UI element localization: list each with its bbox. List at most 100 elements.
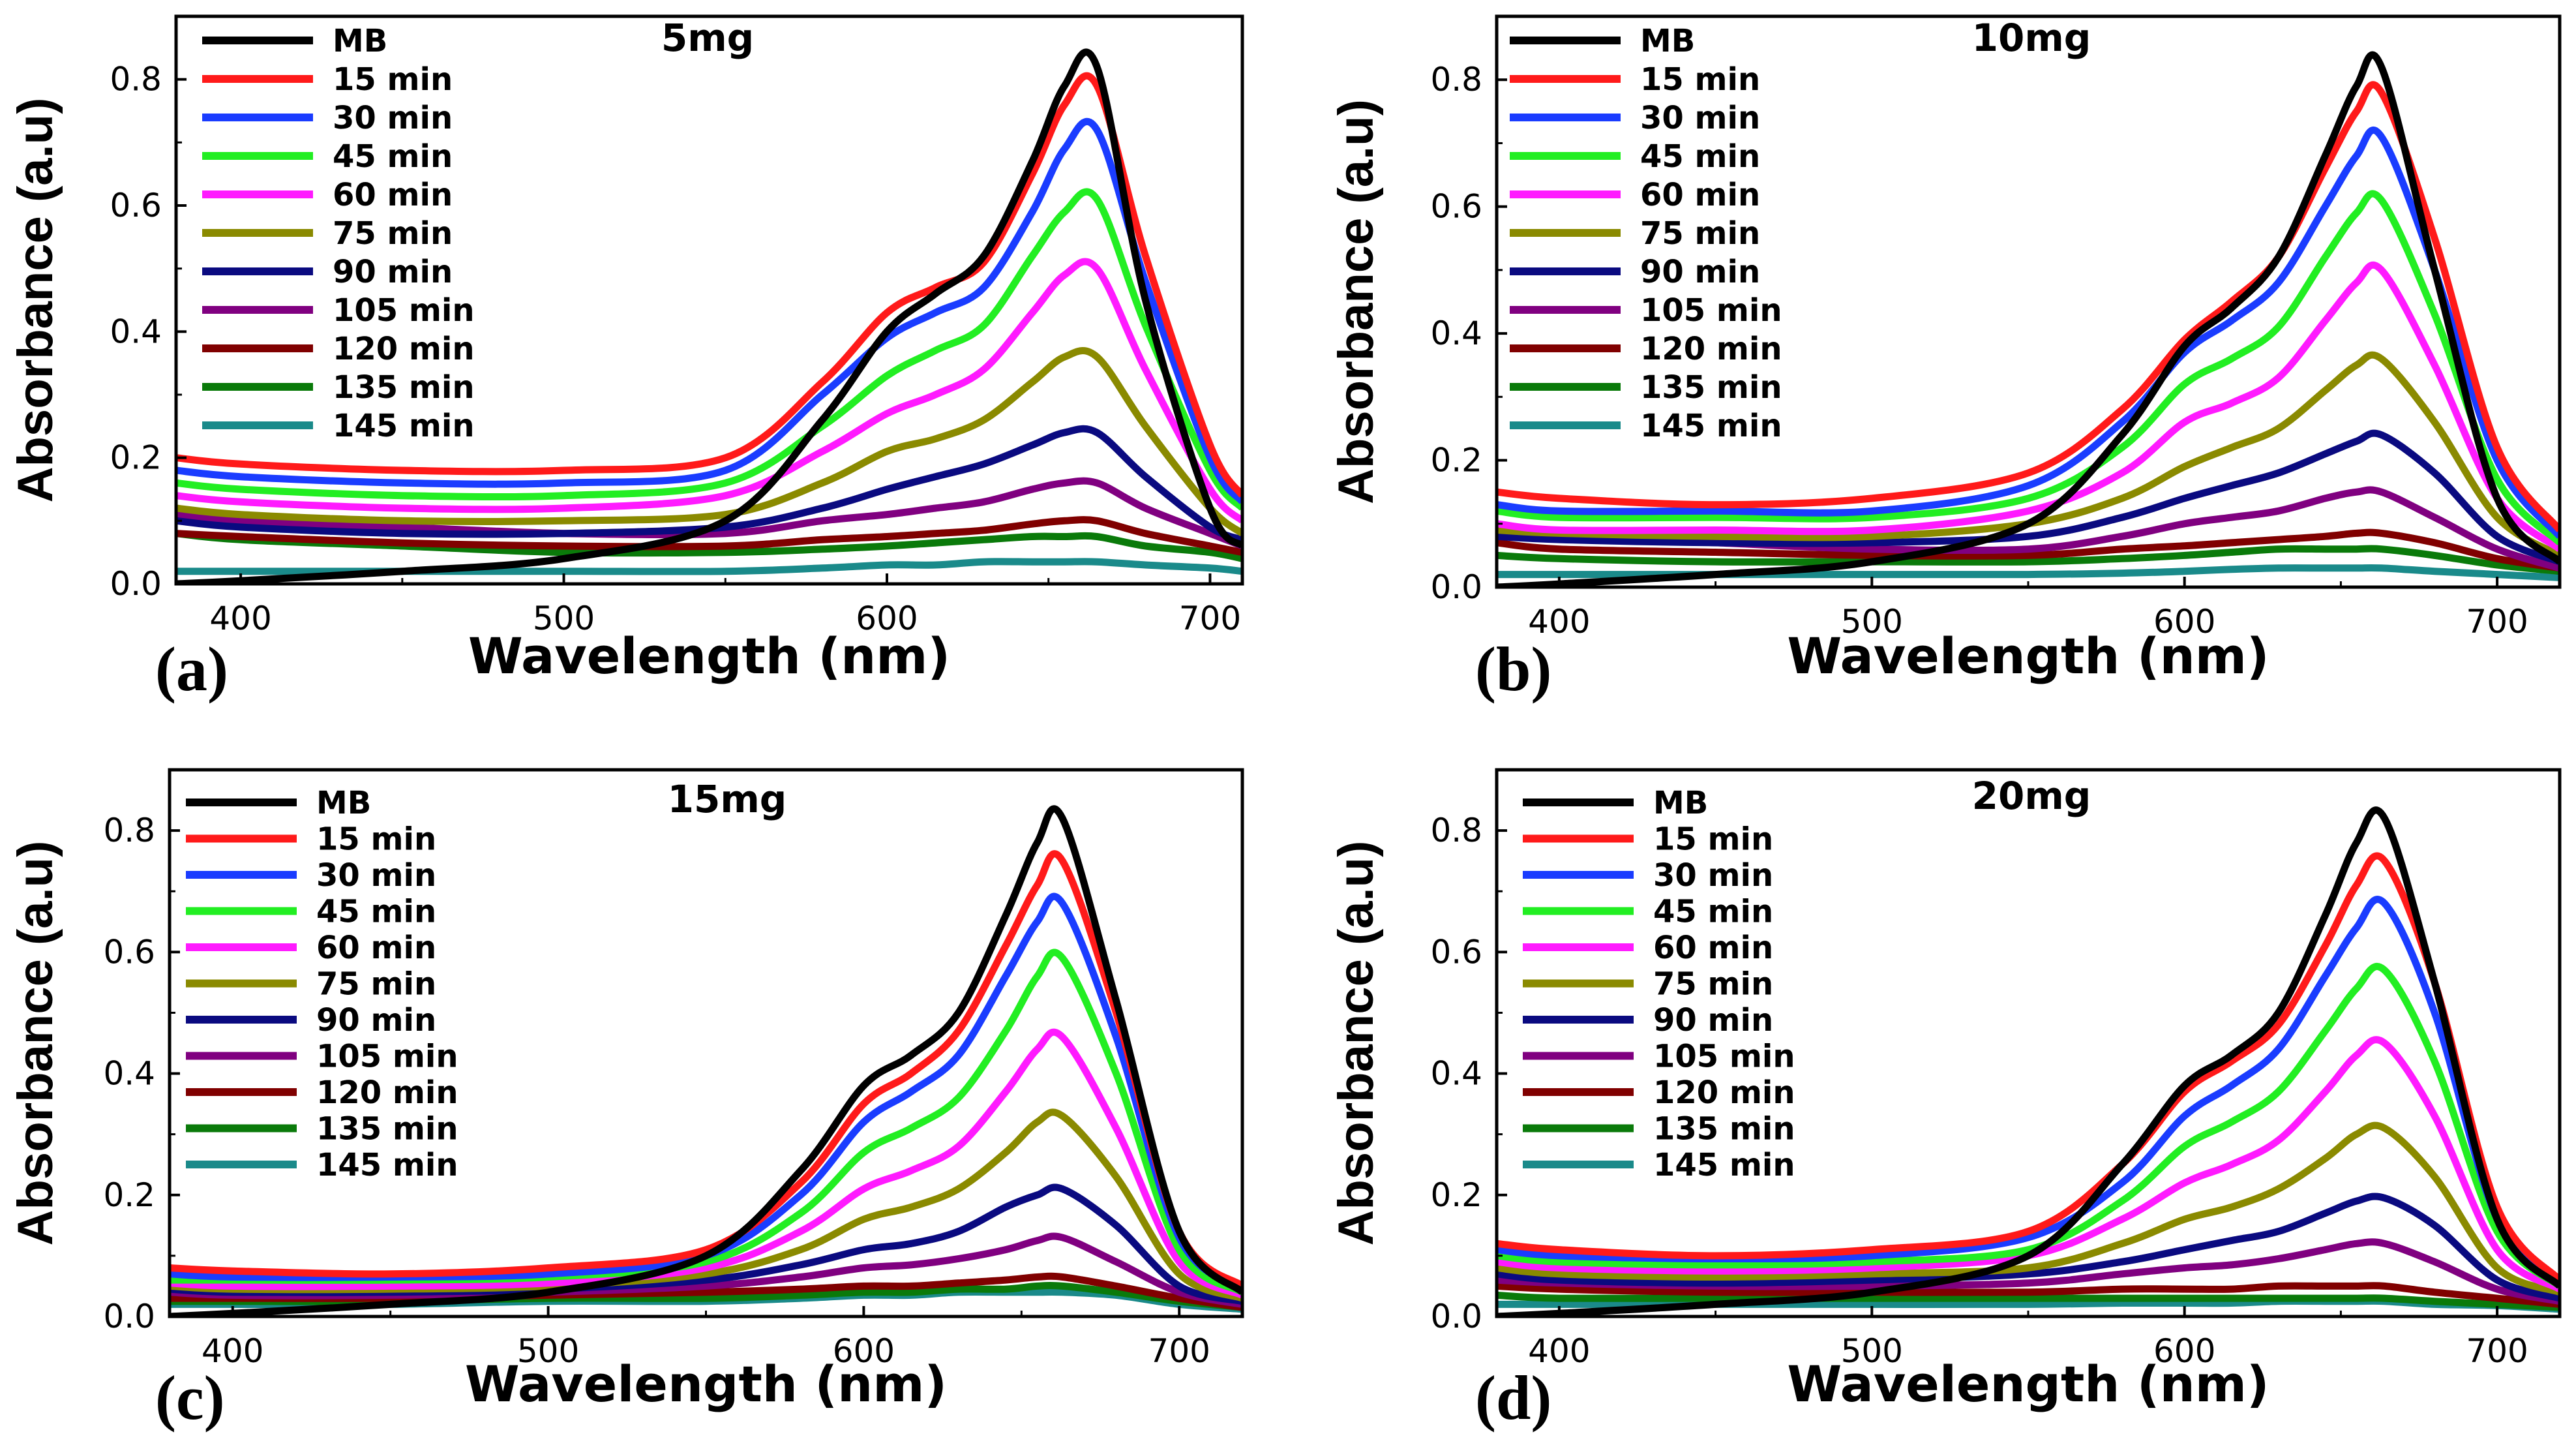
- legend-label: 135 min: [1653, 1111, 1795, 1148]
- y-tick-label: 0.8: [110, 61, 162, 99]
- y-axis-label: Absorbance (a.u): [8, 841, 63, 1246]
- y-tick-label: 0.0: [110, 565, 162, 603]
- x-tick-label: 600: [833, 1332, 895, 1370]
- x-axis-label: Wavelength (nm): [1787, 1355, 2269, 1413]
- legend-label: 105 min: [1640, 292, 1782, 329]
- x-tick-label: 500: [1841, 1332, 1903, 1370]
- chart-panel-4: 400 500 600 700 0.0 0.2 0.4 0.6 0.8 Absorbance (a…: [1328, 768, 2562, 1433]
- legend-label: MB: [1653, 785, 1708, 821]
- series-line-90-min: [1497, 429, 2560, 566]
- series-line-120-min: [176, 516, 1242, 556]
- series-line-45-min: [1497, 190, 2560, 545]
- x-tick-label: 600: [856, 600, 918, 637]
- series-line-15-min: [176, 72, 1242, 498]
- chart-panel-1: 400 500 600 700 0.0 0.2 0.4 0.6 0.8 Absorbance (a…: [8, 14, 1244, 704]
- legend-label: 145 min: [316, 1147, 458, 1183]
- series-line-60-min: [1497, 1036, 2560, 1292]
- chart-panel-2: 400 500 600 700 0.0 0.2 0.4 0.6 0.8 Absorbance (a…: [1328, 14, 2562, 704]
- legend-label: 105 min: [316, 1039, 458, 1075]
- series-line-120-min: [1497, 1282, 2560, 1308]
- series-line-45-min: [1497, 963, 2560, 1289]
- chart-panel-3: 400 500 600 700 0.0 0.2 0.4 0.6 0.8 Absorbance (a…: [8, 768, 1244, 1433]
- x-axis-label: Wavelength (nm): [1787, 627, 2269, 685]
- x-axis-label: Wavelength (nm): [465, 1355, 947, 1413]
- legend-label: 15 min: [316, 821, 436, 858]
- legend-label: 75 min: [1653, 966, 1773, 1003]
- legend-label: 90 min: [316, 1002, 436, 1039]
- legend-label: 145 min: [1653, 1147, 1795, 1183]
- series-line-mb: [1497, 51, 2560, 587]
- series-line-120-min: [1497, 528, 2560, 572]
- y-tick-label: 0.2: [110, 439, 162, 477]
- y-tick-label: 0.2: [103, 1176, 155, 1214]
- series-line-135-min: [1497, 1291, 2560, 1311]
- series-line-60-min: [1497, 261, 2560, 553]
- legend-label: 45 min: [1653, 894, 1773, 930]
- legend-label: 135 min: [316, 1111, 458, 1148]
- x-tick-label: 600: [2153, 1332, 2215, 1370]
- legend-label: 75 min: [1640, 215, 1760, 252]
- y-tick-label: 0.0: [1430, 568, 1482, 606]
- y-axis-label: Absorbance (a.u): [1328, 99, 1384, 504]
- legend-label: 45 min: [333, 138, 453, 175]
- legend-label: 15 min: [1640, 61, 1760, 98]
- legend-label: 120 min: [333, 331, 475, 367]
- y-tick-label: 0.4: [103, 1055, 155, 1093]
- series-line-75-min: [176, 347, 1242, 537]
- y-tick-label: 0.6: [103, 933, 155, 971]
- y-tick-label: 0.2: [1430, 1176, 1482, 1214]
- y-tick-label: 0.4: [110, 312, 162, 350]
- legend-label: 15 min: [1653, 821, 1773, 858]
- legend-label: 120 min: [316, 1074, 458, 1111]
- y-tick-label: 0.8: [103, 812, 155, 849]
- plot-frame: [174, 14, 1244, 586]
- y-tick-label: 0.4: [1430, 1055, 1482, 1093]
- legend-label: 120 min: [1653, 1074, 1795, 1111]
- legend-label: 60 min: [1640, 177, 1760, 213]
- legend-label: 30 min: [1653, 857, 1773, 894]
- series-line-60-min: [170, 1028, 1242, 1299]
- panel-label: (b): [1475, 634, 1551, 704]
- series-line-60-min: [176, 258, 1242, 524]
- x-tick-label: 400: [1528, 1332, 1590, 1370]
- x-tick-label: 500: [517, 1332, 579, 1370]
- chart-title: 10mg: [1972, 16, 2091, 60]
- y-tick-label: 0.8: [1430, 812, 1482, 849]
- legend-label: 105 min: [1653, 1039, 1795, 1075]
- legend-label: 135 min: [333, 369, 475, 406]
- legend-label: 60 min: [316, 930, 436, 966]
- legend-label: 60 min: [333, 177, 453, 213]
- legend-label: 90 min: [1640, 254, 1760, 290]
- x-tick-label: 500: [1841, 603, 1903, 641]
- x-tick-label: 400: [209, 600, 271, 637]
- legend-label: 90 min: [333, 254, 453, 290]
- series-line-135-min: [1497, 545, 2560, 575]
- legend-label: 60 min: [1653, 930, 1773, 966]
- series-line-90-min: [1497, 1193, 2560, 1302]
- series-line-mb: [170, 805, 1242, 1316]
- y-tick-label: 0.0: [103, 1298, 155, 1335]
- x-tick-label: 700: [1148, 1332, 1210, 1370]
- series-line-90-min: [176, 425, 1242, 543]
- y-tick-label: 0.6: [110, 187, 162, 224]
- legend-label: 90 min: [1653, 1002, 1773, 1039]
- series-line-75-min: [1497, 351, 2560, 559]
- y-tick-label: 0.4: [1430, 314, 1482, 352]
- legend-label: MB: [316, 785, 371, 821]
- legend-label: 45 min: [316, 894, 436, 930]
- series-line-145-min: [176, 558, 1242, 575]
- legend-label: 105 min: [333, 292, 475, 329]
- legend-label: MB: [1640, 23, 1695, 59]
- chart-title: 5mg: [661, 16, 754, 60]
- x-tick-label: 400: [1528, 603, 1590, 641]
- series-line-mb: [1497, 806, 2560, 1316]
- x-tick-label: 700: [2466, 1332, 2528, 1370]
- y-tick-label: 0.6: [1430, 188, 1482, 226]
- x-tick-label: 700: [2466, 603, 2528, 641]
- y-tick-label: 0.2: [1430, 442, 1482, 479]
- legend-label: 135 min: [1640, 369, 1782, 406]
